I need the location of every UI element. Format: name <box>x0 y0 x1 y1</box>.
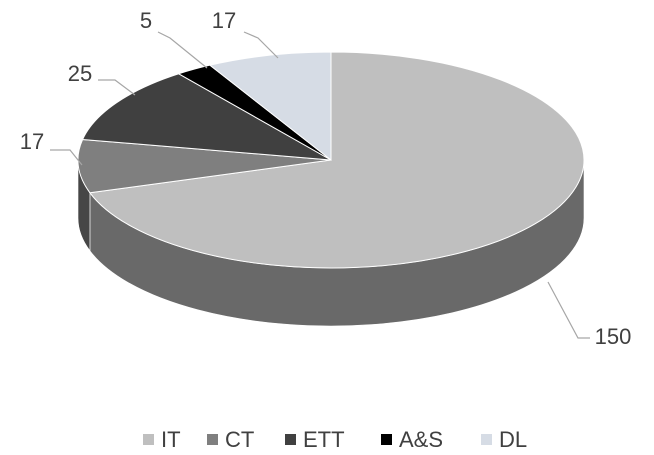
leader-line <box>243 31 279 59</box>
legend-label: IT <box>161 427 181 452</box>
data-label: 17 <box>20 129 44 154</box>
leader-line <box>157 31 208 69</box>
leader-line <box>98 79 136 96</box>
legend-label: DL <box>499 427 527 452</box>
legend-swatch <box>207 434 218 445</box>
legend-label: A&S <box>399 427 443 452</box>
legend-label: ETT <box>303 427 345 452</box>
legend-swatch <box>285 434 296 445</box>
slice <box>81 73 332 161</box>
data-label: 17 <box>212 8 236 33</box>
data-label: 5 <box>140 8 152 33</box>
slice <box>208 51 332 162</box>
legend-swatch <box>143 434 154 445</box>
data-label: 150 <box>595 324 632 349</box>
legend-swatch <box>381 434 392 445</box>
legend-label: CT <box>225 427 254 452</box>
data-label: 25 <box>68 61 92 86</box>
leader-line <box>50 149 83 166</box>
slice <box>89 51 585 269</box>
leader-line <box>547 281 590 339</box>
slice <box>77 138 332 194</box>
legend-swatch <box>481 434 492 445</box>
